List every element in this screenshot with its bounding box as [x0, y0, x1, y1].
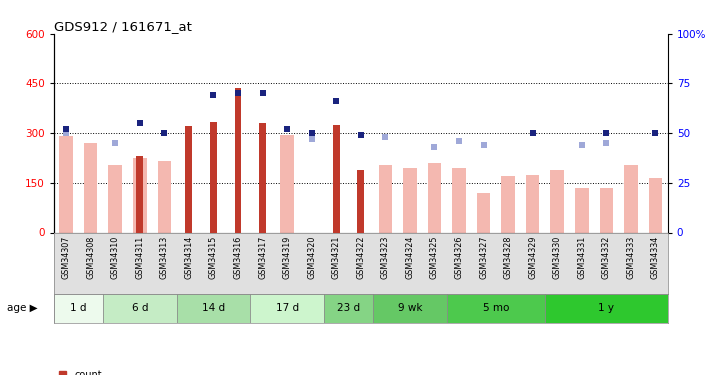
Text: GSM34324: GSM34324: [406, 236, 414, 279]
Bar: [575, 188, 589, 232]
Bar: [378, 165, 392, 232]
Text: GSM34307: GSM34307: [62, 236, 70, 279]
Text: 23 d: 23 d: [337, 303, 360, 313]
Text: GSM34316: GSM34316: [233, 236, 243, 279]
Bar: [526, 174, 539, 232]
Text: GSM34323: GSM34323: [381, 236, 390, 279]
Text: GSM34310: GSM34310: [111, 236, 120, 279]
Bar: [177, 294, 251, 322]
Text: GSM34320: GSM34320: [307, 236, 316, 279]
Text: GSM34319: GSM34319: [283, 236, 292, 279]
Bar: [103, 294, 177, 322]
Text: GSM34321: GSM34321: [332, 236, 341, 279]
Text: GSM34311: GSM34311: [135, 236, 144, 279]
Bar: [501, 176, 515, 232]
Bar: [600, 188, 613, 232]
Bar: [84, 143, 98, 232]
Bar: [60, 136, 73, 232]
Bar: [648, 178, 662, 232]
Bar: [358, 170, 364, 232]
Bar: [210, 122, 217, 232]
Bar: [280, 135, 294, 232]
Text: 6 d: 6 d: [131, 303, 148, 313]
Text: 17 d: 17 d: [276, 303, 299, 313]
Bar: [403, 168, 416, 232]
Bar: [136, 156, 143, 232]
Text: 1 d: 1 d: [70, 303, 87, 313]
Bar: [545, 294, 668, 322]
Bar: [108, 165, 122, 232]
Bar: [333, 125, 340, 232]
Bar: [624, 165, 638, 232]
Text: GSM34329: GSM34329: [528, 236, 537, 279]
Text: GSM34331: GSM34331: [577, 236, 587, 279]
Bar: [447, 294, 545, 322]
Text: 14 d: 14 d: [202, 303, 225, 313]
Text: GSM34332: GSM34332: [602, 236, 611, 279]
Text: GSM34330: GSM34330: [553, 236, 561, 279]
Bar: [428, 163, 442, 232]
Bar: [235, 88, 241, 232]
Text: GSM34313: GSM34313: [160, 236, 169, 279]
Bar: [133, 158, 146, 232]
Text: GDS912 / 161671_at: GDS912 / 161671_at: [54, 20, 192, 33]
Text: GSM34328: GSM34328: [503, 236, 513, 279]
Text: 1 y: 1 y: [598, 303, 615, 313]
Bar: [259, 123, 266, 232]
Text: GSM34308: GSM34308: [86, 236, 95, 279]
Bar: [373, 294, 447, 322]
Bar: [185, 126, 192, 232]
Text: GSM34322: GSM34322: [356, 236, 365, 279]
Bar: [551, 170, 564, 232]
Text: GSM34327: GSM34327: [479, 236, 488, 279]
Bar: [452, 168, 466, 232]
Bar: [477, 193, 490, 232]
Text: GSM34314: GSM34314: [185, 236, 193, 279]
Text: 5 mo: 5 mo: [482, 303, 509, 313]
Bar: [324, 294, 373, 322]
Bar: [157, 161, 171, 232]
Text: GSM34333: GSM34333: [626, 236, 635, 279]
Text: GSM34334: GSM34334: [651, 236, 660, 279]
Bar: [251, 294, 324, 322]
Text: GSM34317: GSM34317: [258, 236, 267, 279]
Text: age ▶: age ▶: [7, 303, 38, 313]
Legend: count, percentile rank within the sample, value, Detection Call = ABSENT, rank, : count, percentile rank within the sample…: [59, 370, 239, 375]
Text: 9 wk: 9 wk: [398, 303, 422, 313]
Text: GSM34325: GSM34325: [430, 236, 439, 279]
Text: GSM34326: GSM34326: [454, 236, 464, 279]
Bar: [54, 294, 103, 322]
Text: GSM34315: GSM34315: [209, 236, 218, 279]
